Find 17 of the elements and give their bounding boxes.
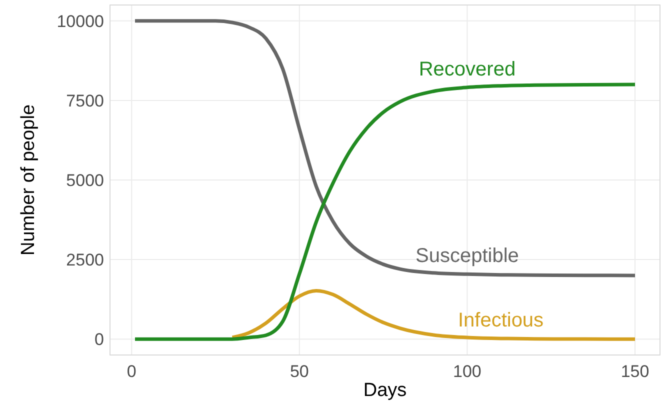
y-tick-label: 5000 (66, 171, 104, 190)
y-tick-label: 2500 (66, 250, 104, 270)
line-series (230, 288, 637, 341)
x-tick-label: 50 (290, 362, 309, 381)
y-axis-title: Number of people (18, 104, 39, 256)
x-tick-label: 0 (126, 362, 136, 381)
y-tick-label: 10000 (56, 12, 104, 31)
series-label: Susceptible (416, 245, 519, 268)
series-label: Infectious (458, 309, 544, 332)
line-series (133, 19, 637, 278)
x-axis-title: Days (363, 380, 407, 401)
x-tick-label: 150 (620, 362, 650, 381)
y-tick-label: 7500 (66, 91, 104, 110)
x-tick-label: 100 (453, 362, 482, 381)
line-series (133, 82, 637, 341)
y-tick-label: 0 (94, 330, 104, 350)
series-label: Recovered (418, 58, 516, 80)
